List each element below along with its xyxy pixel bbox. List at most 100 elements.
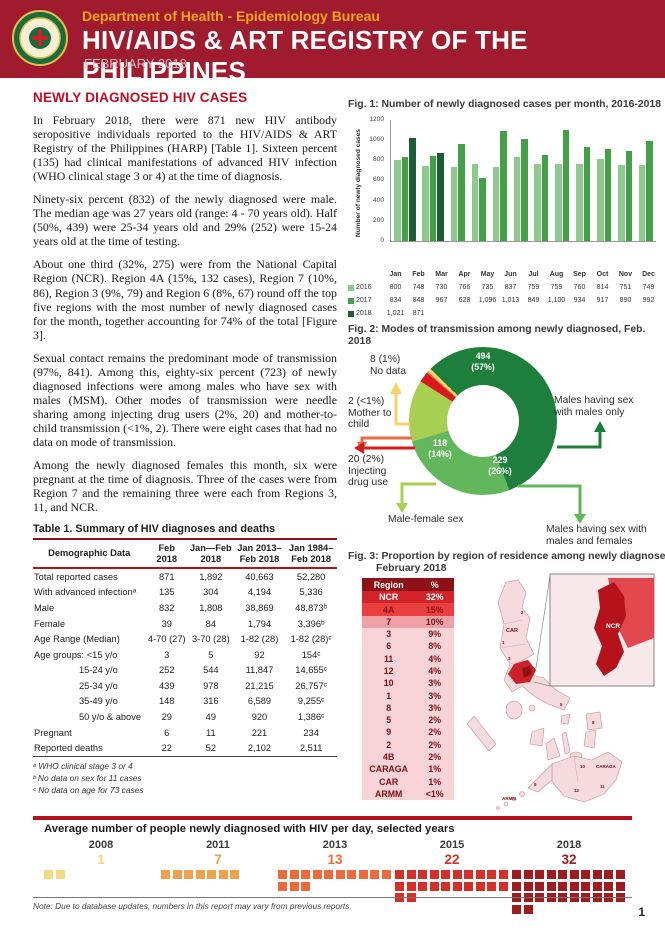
year-label: 2018 (556, 839, 582, 851)
month-bar-group (422, 120, 444, 241)
report-period: FEBRUARY 2018 (84, 56, 187, 71)
row-value: 29 (161, 712, 172, 723)
map-inset-ncr (549, 573, 655, 687)
region-row-9: 9 2% (362, 726, 454, 739)
person-square (395, 870, 404, 879)
person-square (592, 870, 602, 879)
row-value: 22 (161, 743, 172, 754)
person-square (604, 881, 613, 891)
daily-chart-title: Average number of people newly diagnosed… (44, 823, 455, 835)
table1-col-header: Jan 2013– Feb 2018 (233, 539, 286, 570)
table1-col-header: Demographic Data (33, 539, 146, 570)
row-value: 234 (303, 727, 319, 738)
row-value: 1,386ᶜ (297, 712, 325, 723)
bar-2016-May (492, 166, 500, 241)
region-row-CARAGA: CARAGA 1% (362, 763, 454, 776)
row-label: 35-49 y/o (79, 696, 118, 707)
table1-row: 15-24 y/o 252 544 11,847 14,655ᶜ (33, 663, 337, 679)
table1-row: With advanced infectionᵃ 135 304 4,194 5,336 (33, 585, 337, 601)
per-day-value: 7 (214, 852, 222, 867)
bar-2016-Jun (513, 156, 521, 241)
map-label-ncr: NCR (606, 623, 620, 630)
month-header: Dec (642, 271, 655, 278)
row-value: 1,892 (199, 571, 223, 582)
y-tick-label: 0 (380, 236, 384, 244)
person-square (523, 881, 533, 891)
footnote-b: ᵇ No data on sex for 11 cases (33, 772, 142, 783)
map-label-armm: ARMM (502, 796, 516, 801)
row-value: 9,255ᶜ (297, 696, 325, 707)
region-col-header: Region (362, 578, 416, 592)
row-value: 439 (159, 680, 175, 691)
fig1-data-table: Jan Feb Mar Apr May Jun Jul Aug Sep Oct Nov Dec 2016… (348, 268, 660, 320)
series-value: 837 (504, 284, 517, 291)
person-square (312, 870, 322, 879)
left-column: NEWLY DIAGNOSED HIV CASES In February 20… (33, 90, 337, 796)
row-value: 1,808 (199, 602, 223, 613)
region-pct: 2% (415, 714, 454, 727)
row-value: 316 (203, 696, 219, 707)
person-square (546, 870, 556, 879)
region-row-CAR: CAR 1% (362, 775, 454, 788)
table1-row: Female 39 84 1,794 3,396ᵇ (33, 616, 337, 632)
bar-2016-Jul (534, 164, 541, 241)
person-square (44, 870, 53, 879)
region-pct: <1% (415, 787, 454, 800)
department-line: Department of Health - Epidemiology Bure… (82, 8, 380, 24)
legend-swatch-2017 (348, 297, 354, 304)
paragraph-4: Sexual contact remains the predominant m… (33, 350, 337, 449)
month-bar-group (555, 120, 570, 241)
person-square (523, 904, 533, 914)
series-value (430, 307, 453, 320)
person-square (581, 881, 590, 891)
month-header: Jul (528, 271, 539, 278)
table1-caption: Table 1. Summary of HIV diagnoses and de… (33, 523, 276, 536)
bar-2017-Feb (429, 155, 437, 241)
person-square (569, 870, 579, 879)
series-year: 2016 (356, 284, 372, 291)
month-bar-group (534, 120, 549, 241)
person-square (381, 870, 391, 879)
row-value: 40,663 (245, 571, 274, 582)
bar-2016-Oct (597, 158, 604, 241)
person-square (289, 881, 299, 891)
person-square (429, 881, 439, 891)
bar-2017-Mar (458, 143, 465, 241)
person-square (395, 881, 404, 891)
bar-2017-Sep (583, 146, 591, 241)
y-tick-label: 400 (372, 196, 384, 204)
person-square (218, 870, 228, 879)
slice-value-male-female: 118 (14%) (428, 438, 452, 459)
person-square (161, 870, 170, 879)
table1-row: Reported deaths 22 52 2,102 2,511 (33, 741, 337, 757)
month-bar-group (394, 120, 416, 241)
footnote-a: ᵃ WHO clinical stage 3 or 4 (33, 761, 133, 772)
map-number: 2 (521, 610, 524, 615)
region-row-5: 5 2% (362, 714, 454, 727)
month-header: May (480, 271, 495, 278)
series-value: 1,096 (478, 297, 497, 304)
year-label: 2015 (439, 839, 465, 851)
legend-swatch-2018 (348, 310, 354, 317)
person-square (278, 881, 287, 891)
row-value: 11,847 (245, 665, 274, 676)
footnote-c: ᶜ No data on age for 73 cases (33, 784, 144, 795)
person-square (464, 870, 473, 879)
region-row-1: 1 3% (362, 689, 454, 702)
person-square (558, 870, 567, 879)
donut-chart (409, 347, 557, 495)
region-row-3: 3 9% (362, 628, 454, 641)
person-square (406, 881, 416, 891)
person-square (418, 870, 427, 879)
donut-hole (447, 385, 519, 457)
waffle-row (512, 881, 626, 891)
series-value (568, 307, 591, 320)
person-square (569, 881, 579, 891)
callout-msm-females: Males having sex with males and females (546, 524, 647, 547)
series-value (522, 307, 545, 320)
region-row-4B: 4B 2% (362, 750, 454, 764)
fig3-caption: Fig. 3: Proportion by region of residenc… (348, 551, 665, 575)
series-label-2018: 2018 (348, 307, 384, 320)
waffle-row (44, 870, 158, 879)
person-square (512, 870, 521, 879)
